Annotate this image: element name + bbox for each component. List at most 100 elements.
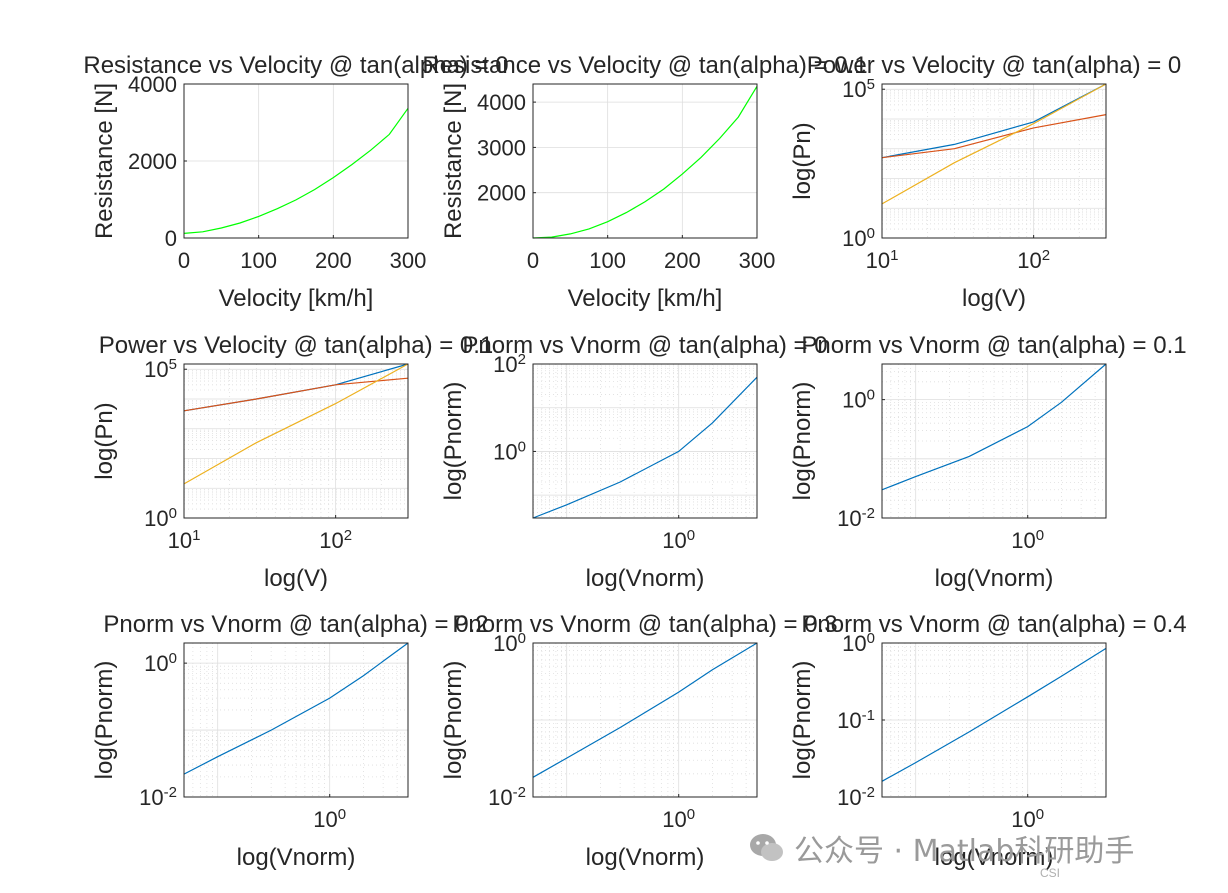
x-tick-label: 200 [664, 248, 701, 273]
series-line-1 [532, 642, 758, 778]
x-axis-label: log(Vnorm) [586, 565, 705, 592]
x-tick-label: 100 [662, 806, 695, 833]
x-tick-label: 101 [168, 527, 201, 554]
y-tick-label: 100 [842, 386, 875, 413]
chart-title: Resistance vs Velocity @ tan(alpha) = 0.… [422, 52, 867, 79]
y-tick-label: 10-2 [837, 505, 875, 532]
grid [882, 364, 1106, 518]
series-line-1 [183, 107, 409, 234]
chart-title: Pnorm vs Vnorm @ tan(alpha) = 0 [462, 332, 827, 359]
y-tick-label: 4000 [128, 72, 177, 97]
y-axis-label: log(Pn) [789, 122, 816, 199]
y-axis-label: Resistance [N] [91, 83, 118, 239]
x-tick-label: 102 [319, 527, 352, 554]
y-tick-label: 10-2 [488, 784, 526, 811]
chart-title: Resistance vs Velocity @ tan(alpha) = 0 [83, 52, 508, 79]
x-tick-label: 300 [739, 248, 776, 273]
chart-title: Pnorm vs Vnorm @ tan(alpha) = 0.4 [801, 611, 1186, 638]
x-tick-label: 200 [315, 248, 352, 273]
x-axis-label: log(Vnorm) [935, 565, 1054, 592]
x-axis-label: log(Vnorm) [237, 844, 356, 871]
y-tick-label: 105 [144, 356, 177, 383]
y-axis-label: log(Pnorm) [789, 382, 816, 501]
chart-title: Power vs Velocity @ tan(alpha) = 0 [807, 52, 1182, 79]
y-tick-label: 2000 [128, 149, 177, 174]
y-tick-label: 100 [493, 438, 526, 465]
series-line-1 [881, 647, 1107, 782]
subplot-7: 100 10-2 100 log(Vnorm) log(Pnorm) Pnorm vs V… [91, 611, 489, 871]
y-axis-label: log(Pnorm) [440, 382, 467, 501]
chart-title: Pnorm vs Vnorm @ tan(alpha) = 0.2 [103, 611, 488, 638]
grid [533, 643, 757, 797]
y-tick-label: 100 [144, 650, 177, 677]
y-tick-label: 4000 [477, 90, 526, 115]
series-line-1 [183, 642, 409, 775]
y-axis-label: log(Pn) [91, 402, 118, 479]
axes-box [532, 83, 758, 239]
series-line-1 [532, 376, 758, 519]
y-tick-label: 3000 [477, 135, 526, 160]
x-tick-label: 100 [313, 806, 346, 833]
y-axis-label: Resistance [N] [440, 83, 467, 239]
subplot-1: 0 100 200 300 0 2000 4000 Velocity [km/h] Resist… [83, 52, 508, 312]
y-tick-label: 0 [165, 226, 177, 251]
y-tick-label: 10-2 [139, 784, 177, 811]
axes-box [183, 642, 409, 798]
series-line-2 [881, 114, 1107, 159]
watermark: 公众号 · Matlab科研助手 [748, 826, 1218, 870]
series-line-2 [183, 377, 409, 412]
x-axis-label: log(V) [264, 565, 328, 592]
subplot-9: 10010-210-1100log(Vnorm)log(Pnorm)Pnorm … [789, 611, 1187, 871]
x-tick-label: 100 [662, 527, 695, 554]
grid [533, 364, 757, 518]
series-line-1 [532, 85, 758, 239]
x-tick-label: 100 [240, 248, 277, 273]
x-tick-label: 0 [178, 248, 190, 273]
y-axis-label: log(Pnorm) [440, 661, 467, 780]
x-axis-label: log(Vnorm) [586, 844, 705, 871]
y-axis-label: log(Pnorm) [789, 661, 816, 780]
axes-box [532, 642, 758, 798]
subplot-2: 0 100 200 300 2000 3000 4000 Velocity [km/h] Res… [422, 52, 867, 312]
grid [882, 84, 1106, 238]
chart-title: Pnorm vs Vnorm @ tan(alpha) = 0.3 [452, 611, 837, 638]
grid [533, 84, 757, 238]
axes-box [532, 363, 758, 519]
x-axis-label: Velocity [km/h] [219, 285, 374, 312]
axes-box [881, 363, 1107, 519]
grid [184, 84, 408, 238]
y-tick-label: 105 [842, 76, 875, 103]
x-tick-label: 0 [527, 248, 539, 273]
x-tick-label: 102 [1017, 247, 1050, 274]
x-tick-label: 101 [866, 247, 899, 274]
x-tick-label: 100 [589, 248, 626, 273]
chart-title: Power vs Velocity @ tan(alpha) = 0.1 [99, 332, 494, 359]
grid [184, 364, 408, 518]
chart-title: Pnorm vs Vnorm @ tan(alpha) = 0.1 [801, 332, 1186, 359]
y-axis-label: log(Pnorm) [91, 661, 118, 780]
series-line-3 [183, 363, 409, 485]
x-axis-label: log(Vnorm) [935, 844, 1054, 871]
series-line-3 [881, 83, 1107, 205]
grid [882, 643, 1106, 797]
series-line-1 [881, 363, 1107, 491]
x-tick-label: 100 [1011, 527, 1044, 554]
x-tick-label: 300 [390, 248, 427, 273]
axes-box [183, 363, 409, 519]
y-tick-label: 10-2 [837, 784, 875, 811]
watermark-text: 公众号 · Matlab科研助手 [794, 834, 1135, 869]
x-axis-label: Velocity [km/h] [568, 285, 723, 312]
watermark-footer: CSI [1040, 866, 1061, 880]
y-tick-label: 10-1 [837, 707, 875, 734]
wechat-icon [748, 830, 784, 866]
axes-box [881, 83, 1107, 239]
subplot-6: 100 10-2 100 log(Vnorm) log(Pnorm) Pnorm vs V… [789, 332, 1187, 592]
series-line-1 [881, 83, 1107, 159]
grid [184, 643, 408, 797]
y-tick-label: 2000 [477, 181, 526, 206]
x-axis-label: log(V) [962, 285, 1026, 312]
